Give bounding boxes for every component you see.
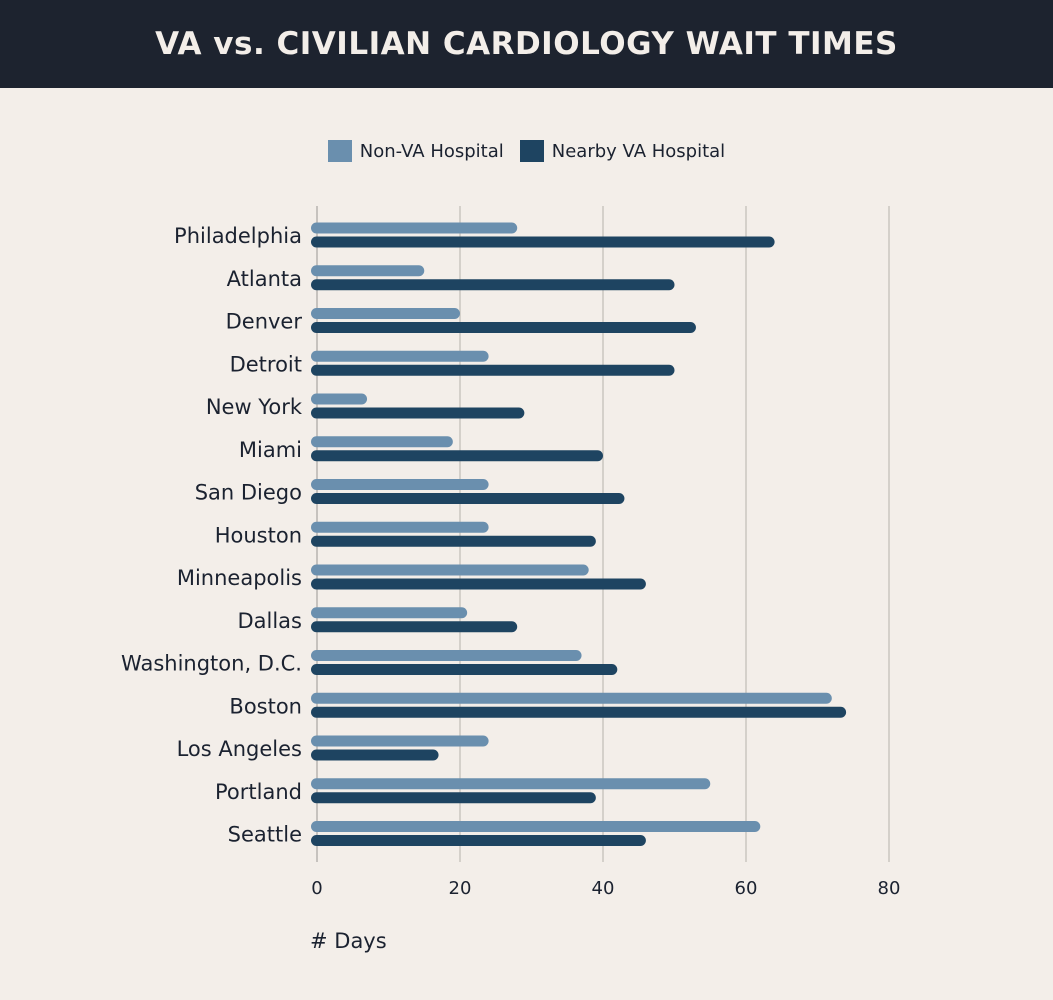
- bar-va-portland: [311, 792, 596, 804]
- bar-non-va-san-diego: [311, 479, 489, 490]
- category-label-dallas: Dallas: [237, 609, 302, 633]
- bar-non-va-philadelphia: [311, 222, 518, 234]
- bar-va-new-york: [311, 407, 525, 419]
- bar-non-va-atlanta: [311, 265, 425, 277]
- category-label-miami: Miami: [239, 438, 302, 462]
- category-label-houston: Houston: [215, 523, 302, 547]
- x-axis-title: # Days: [310, 929, 387, 953]
- bar-non-va-los-angeles: [311, 735, 489, 747]
- category-label-new-york: New York: [206, 395, 303, 419]
- bar-va-san-diego: [311, 493, 625, 504]
- legend-swatch-non-va: [327, 140, 352, 162]
- bar-va-boston: [311, 706, 847, 718]
- category-label-philadelphia: Philadelphia: [174, 224, 302, 248]
- category-label-san-diego: San Diego: [195, 481, 302, 505]
- category-label-portland: Portland: [215, 780, 302, 804]
- category-label-detroit: Detroit: [230, 352, 302, 376]
- category-label-atlanta: Atlanta: [227, 267, 302, 291]
- bar-non-va-dallas: [311, 607, 468, 619]
- chart-title: VA vs. CIVILIAN CARDIOLOGY WAIT TIMES: [155, 26, 898, 62]
- bar-non-va-washington-d-c: [311, 650, 582, 661]
- legend-label-non-va: Non-VA Hospital: [359, 140, 504, 162]
- title-bar: VA vs. CIVILIAN CARDIOLOGY WAIT TIMES: [0, 0, 1053, 88]
- bar-va-dallas: [311, 621, 518, 633]
- bar-non-va-portland: [311, 778, 711, 790]
- category-label-seattle: Seattle: [228, 823, 302, 847]
- legend-item-va: Nearby VA Hospital: [519, 140, 726, 162]
- category-label-los-angeles: Los Angeles: [177, 737, 302, 761]
- bar-va-atlanta: [311, 279, 675, 291]
- x-tick-label-40: 40: [592, 878, 615, 899]
- bar-va-los-angeles: [311, 749, 439, 761]
- bar-va-houston: [311, 535, 596, 547]
- bar-non-va-minneapolis: [311, 564, 589, 576]
- bar-va-minneapolis: [311, 578, 646, 590]
- legend: Non-VA Hospital Nearby VA Hospital: [0, 140, 1053, 162]
- bar-non-va-houston: [311, 521, 489, 533]
- bar-va-detroit: [311, 364, 675, 376]
- legend-item-non-va: Non-VA Hospital: [327, 140, 504, 162]
- bar-va-philadelphia: [311, 236, 775, 248]
- bar-va-miami: [311, 450, 603, 462]
- bar-va-washington-d-c: [311, 664, 618, 675]
- category-label-washington-d-c: Washington, D.C.: [121, 652, 302, 676]
- x-tick-label-20: 20: [449, 878, 472, 899]
- bar-non-va-boston: [311, 692, 832, 704]
- x-tick-label-0: 0: [311, 878, 322, 899]
- bar-va-denver: [311, 322, 696, 333]
- category-label-minneapolis: Minneapolis: [177, 566, 302, 590]
- legend-label-va: Nearby VA Hospital: [551, 140, 726, 162]
- legend-swatch-va: [519, 140, 544, 162]
- bar-non-va-denver: [311, 308, 460, 319]
- x-tick-label-80: 80: [878, 878, 901, 899]
- bar-non-va-miami: [311, 436, 453, 448]
- bar-non-va-seattle: [311, 821, 761, 832]
- x-tick-label-60: 60: [735, 878, 758, 899]
- category-label-boston: Boston: [229, 694, 302, 718]
- bar-va-seattle: [311, 835, 646, 846]
- bar-non-va-detroit: [311, 350, 489, 362]
- bar-non-va-new-york: [311, 393, 368, 405]
- category-label-denver: Denver: [226, 310, 303, 334]
